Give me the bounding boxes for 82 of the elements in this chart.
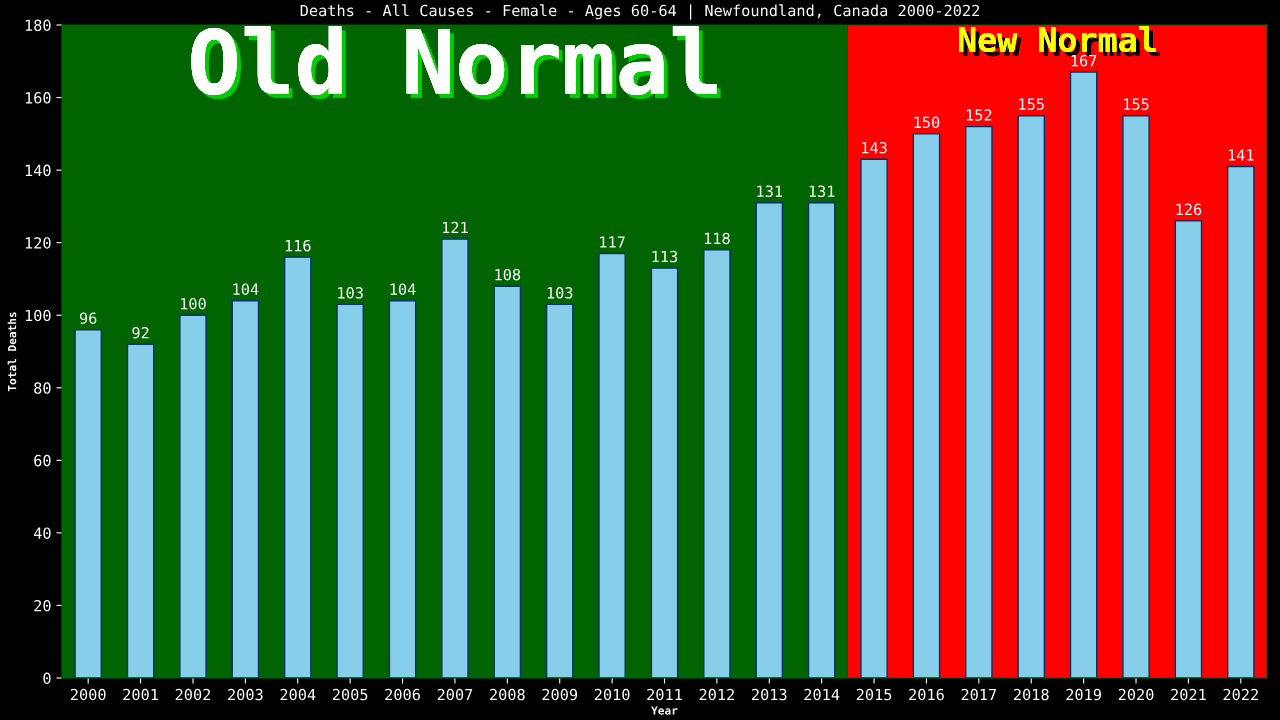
data-label: 155 xyxy=(1124,98,1149,110)
bar xyxy=(703,249,731,678)
data-label: 143 xyxy=(862,141,887,154)
x-tick-label: 2004 xyxy=(280,688,316,701)
y-tick-label: 40 xyxy=(33,527,51,539)
data-label: 152 xyxy=(966,109,992,121)
x-tick-label: 2003 xyxy=(228,688,263,701)
x-tick-label: 2011 xyxy=(647,688,682,701)
data-label: 141 xyxy=(1228,149,1254,161)
x-tick-label: 2020 xyxy=(1118,688,1154,701)
bar xyxy=(650,267,679,678)
x-tick-label: 2012 xyxy=(699,688,734,701)
x-tick-label: 2014 xyxy=(804,688,840,701)
bar xyxy=(965,125,993,678)
data-label: 131 xyxy=(809,185,835,198)
x-tick-label: 2010 xyxy=(594,688,630,701)
data-label: 131 xyxy=(757,185,783,198)
x-tick-label: 2005 xyxy=(332,688,368,701)
x-tick-label: 2008 xyxy=(490,688,525,701)
data-label: 118 xyxy=(704,232,730,245)
bar xyxy=(283,256,312,678)
bar xyxy=(493,285,522,678)
bar xyxy=(126,343,155,678)
bar xyxy=(336,303,364,678)
data-label: 103 xyxy=(338,287,363,299)
bar xyxy=(860,158,888,678)
y-tick-label: 0 xyxy=(43,672,51,685)
x-tick-label: 2006 xyxy=(385,688,420,701)
bar xyxy=(912,133,941,678)
data-label: 104 xyxy=(233,283,259,295)
bar xyxy=(74,329,102,678)
y-axis-title: Total Deaths xyxy=(7,312,17,392)
x-tick-label: 2015 xyxy=(856,688,892,701)
x-tick-label: 2001 xyxy=(123,688,158,701)
y-tick-label: 20 xyxy=(34,599,51,612)
data-label: 96 xyxy=(79,312,97,324)
x-tick-label: 2018 xyxy=(1013,688,1049,701)
bar xyxy=(179,314,207,678)
x-tick-label: 2002 xyxy=(175,688,211,701)
bar xyxy=(441,238,469,678)
x-tick-label: 2022 xyxy=(1223,688,1258,701)
bar xyxy=(231,300,260,678)
x-tick-label: 2009 xyxy=(542,688,578,701)
y-tick-label: 80 xyxy=(34,382,51,394)
data-label: 121 xyxy=(442,221,468,234)
x-tick-label: 2021 xyxy=(1171,688,1206,701)
bar xyxy=(1227,165,1255,678)
bar xyxy=(388,300,417,678)
x-tick-label: 2019 xyxy=(1066,688,1101,701)
bar xyxy=(1174,220,1203,678)
bar xyxy=(807,202,836,678)
data-label: 117 xyxy=(600,236,625,248)
x-tick-label: 2000 xyxy=(70,688,106,701)
bar xyxy=(545,303,574,678)
y-tick-label: 100 xyxy=(25,309,51,322)
data-label: 126 xyxy=(1176,203,1202,216)
bar xyxy=(1069,71,1098,678)
data-label: 116 xyxy=(285,239,311,252)
bar xyxy=(1122,114,1150,678)
y-tick-label: 140 xyxy=(25,164,51,177)
y-tick-label: 60 xyxy=(34,454,51,467)
chart-title: Deaths - All Causes - Female - Ages 60-64 | Newfoundland, Canada 2000-2022 xyxy=(300,4,980,20)
data-label: 113 xyxy=(652,250,678,263)
bar xyxy=(755,202,784,678)
x-tick-label: 2013 xyxy=(752,688,787,701)
data-label: 150 xyxy=(914,116,940,129)
y-tick-label: 160 xyxy=(25,92,51,104)
x-tick-label: 2016 xyxy=(909,688,944,701)
data-label: 108 xyxy=(495,268,521,281)
data-label: 104 xyxy=(390,283,416,295)
data-label: 100 xyxy=(181,297,206,310)
y-tick-label: 120 xyxy=(25,237,51,249)
y-tick-label: 180 xyxy=(25,19,51,32)
x-tick-label: 2017 xyxy=(961,688,997,701)
bar xyxy=(598,252,626,678)
bar xyxy=(1017,114,1046,678)
data-label: 103 xyxy=(547,287,573,299)
x-axis-title: Year xyxy=(651,706,678,715)
data-label: 155 xyxy=(1019,98,1044,110)
data-label: 92 xyxy=(132,326,149,339)
band-label: Old Normal xyxy=(191,26,721,100)
x-tick-label: 2007 xyxy=(437,688,473,701)
